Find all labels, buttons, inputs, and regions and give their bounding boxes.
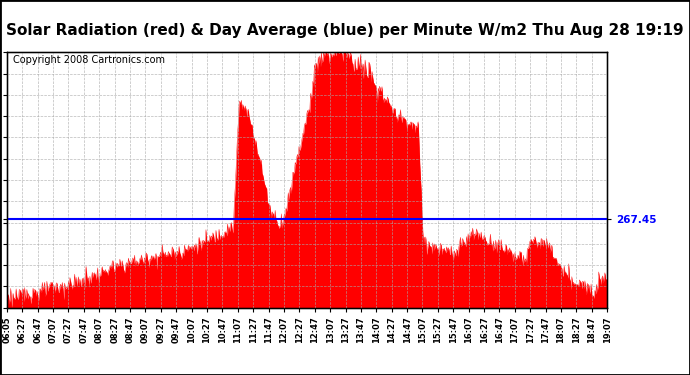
Text: Solar Radiation (red) & Day Average (blue) per Minute W/m2 Thu Aug 28 19:19: Solar Radiation (red) & Day Average (blu… <box>6 22 684 38</box>
Text: Copyright 2008 Cartronics.com: Copyright 2008 Cartronics.com <box>13 55 165 65</box>
